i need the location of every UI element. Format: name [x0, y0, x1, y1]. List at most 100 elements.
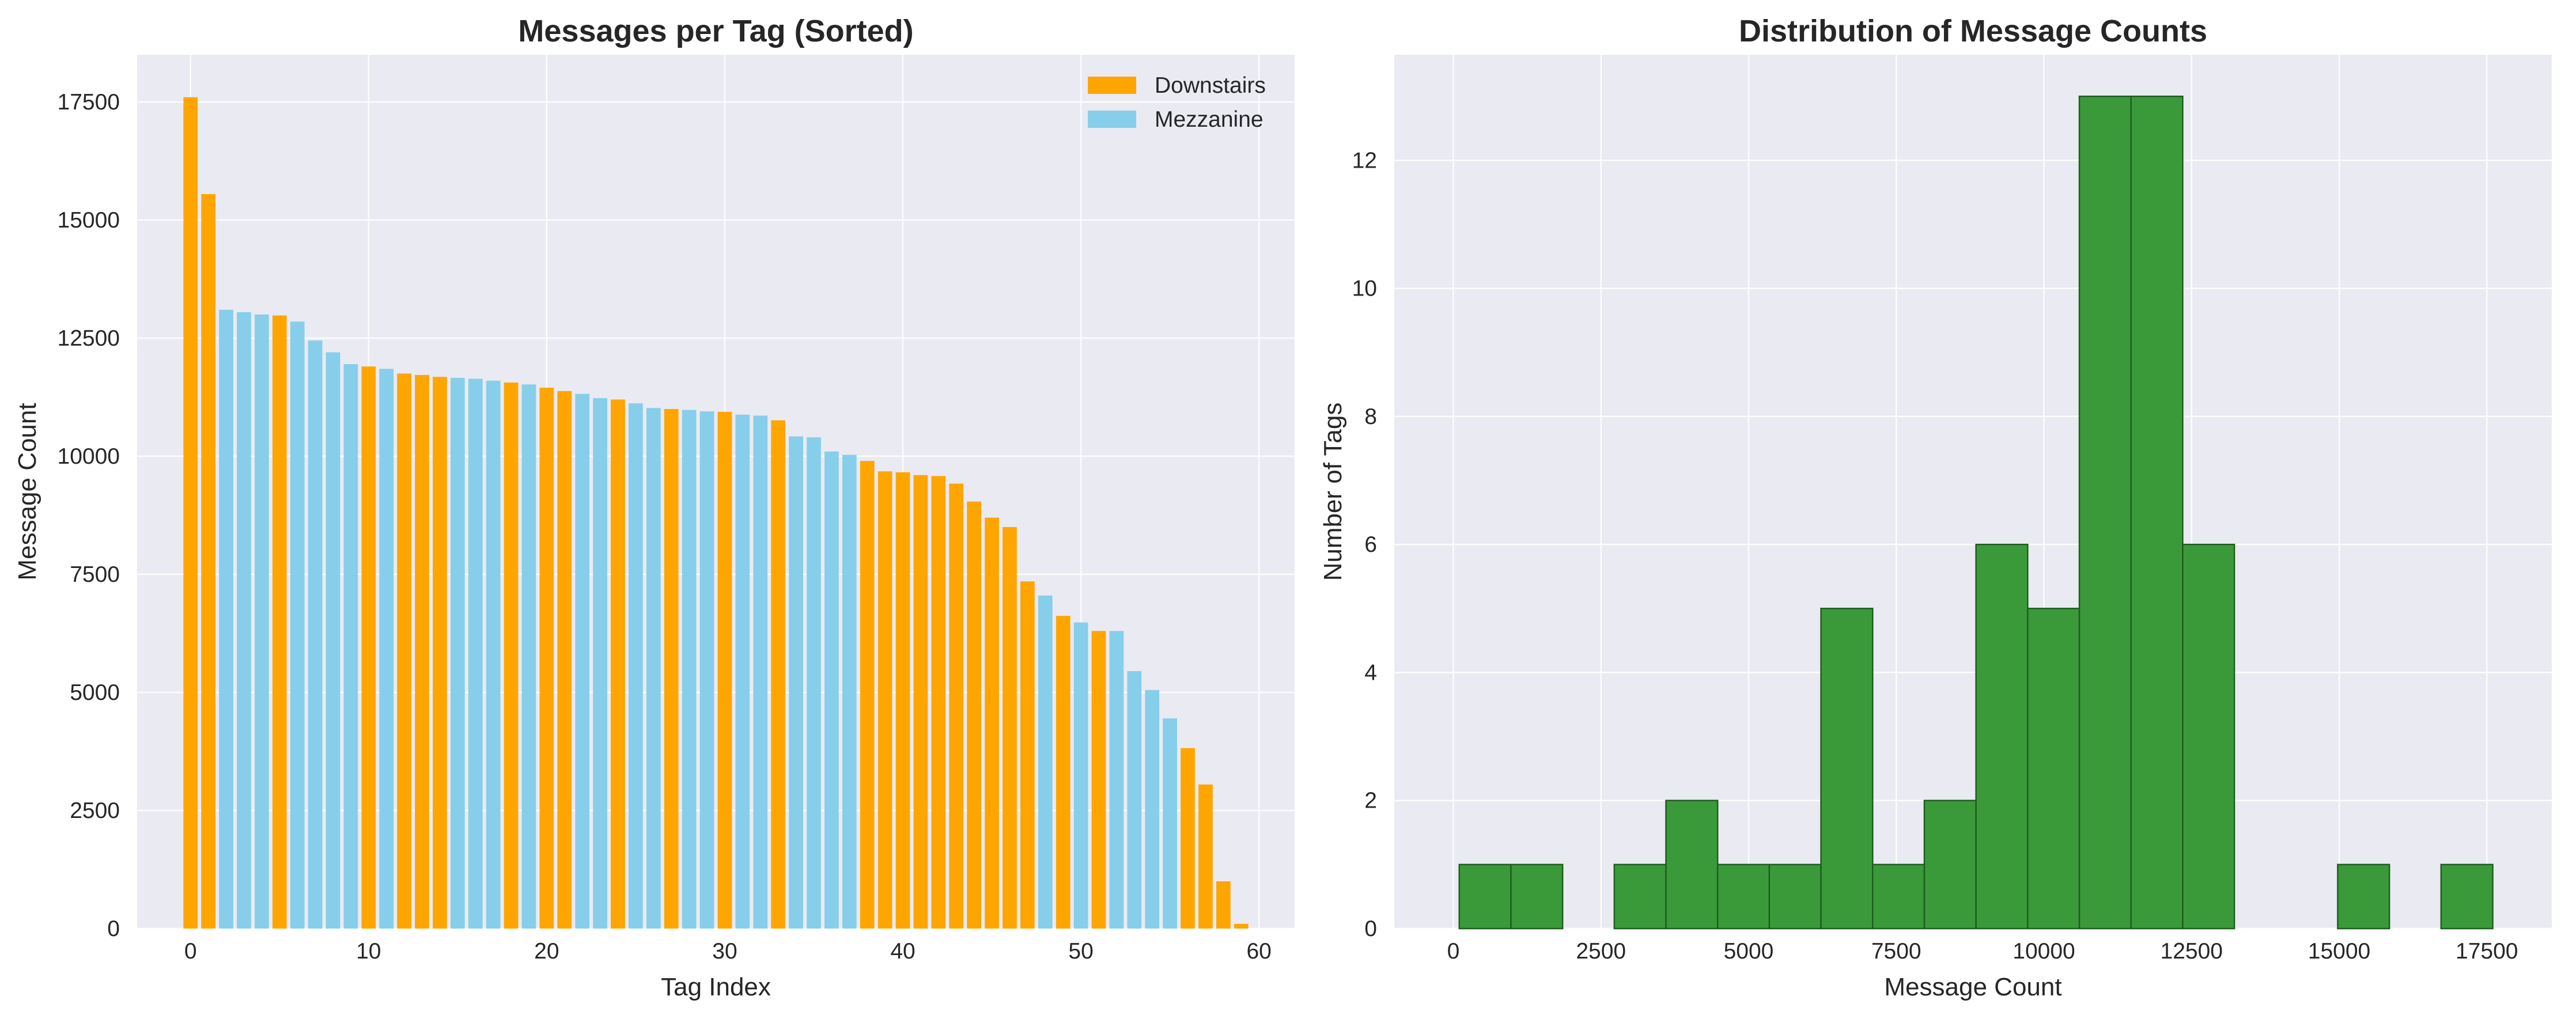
bar-23-mezzanine [593, 398, 607, 929]
bar-59-downstairs [1234, 923, 1249, 929]
bar-8-mezzanine [326, 352, 341, 929]
bar-43-downstairs [949, 483, 964, 929]
bar-12-downstairs [397, 373, 411, 929]
bar-15-mezzanine [450, 377, 465, 929]
bar-9-mezzanine [343, 364, 358, 929]
bar-31-mezzanine [735, 414, 750, 929]
bar-chart-x-tick-label: 0 [184, 939, 197, 964]
bar-58-downstairs [1216, 881, 1231, 929]
bar-57-downstairs [1198, 784, 1213, 929]
histogram-y-axis-label: Number of Tags [1319, 403, 1347, 581]
histogram-bin-8 [1872, 863, 1926, 930]
bar-47-downstairs [1020, 581, 1035, 929]
histogram-bin-6 [1768, 863, 1822, 930]
bar-chart-y-ticks: 0 2500 5000 7500 10000 12500 15000 17500 [58, 90, 120, 941]
bar-32-mezzanine [753, 415, 768, 929]
histogram-x-tick-label: 2500 [1576, 939, 1626, 964]
histogram-bin-4 [1665, 800, 1719, 930]
bar-56-downstairs [1181, 748, 1195, 929]
bar-39-downstairs [877, 471, 892, 929]
bar-chart-panel: 0 10 20 30 40 50 60 0 2500 5000 7500 10000 12500 150… [13, 14, 1295, 1001]
bar-53-mezzanine [1127, 671, 1142, 929]
legend-label-mezzanine: Mezzanine [1155, 107, 1264, 132]
bar-48-mezzanine [1038, 595, 1053, 929]
histogram-bin-11 [2027, 608, 2081, 930]
bar-chart-y-tick-label: 12500 [58, 326, 120, 351]
histogram-bin-19 [2440, 863, 2494, 930]
bar-chart-y-tick-label: 5000 [70, 680, 120, 705]
bar-chart-bars [183, 97, 1249, 929]
bar-chart-x-tick-label: 20 [534, 939, 559, 964]
bar-chart-x-tick-label: 40 [890, 939, 915, 964]
bar-3-mezzanine [237, 312, 251, 929]
bar-chart-y-tick-label: 2500 [70, 798, 120, 823]
histogram-gridlines [1394, 55, 2552, 930]
bar-chart-y-tick-label: 17500 [58, 90, 120, 115]
histogram-bin-1 [1510, 863, 1564, 930]
bar-45-downstairs [985, 517, 999, 929]
histogram-axes-background [1394, 55, 2552, 929]
histogram-y-tick-label: 8 [1364, 404, 1377, 429]
legend-swatch-downstairs [1088, 77, 1136, 94]
bar-49-downstairs [1056, 616, 1071, 929]
bar-11-mezzanine [379, 369, 394, 929]
bar-2-mezzanine [219, 309, 233, 929]
bar-chart-y-tick-label: 7500 [70, 562, 120, 587]
bar-chart-y-axis-label: Message Count [13, 403, 41, 580]
histogram-bin-7 [1820, 608, 1874, 930]
bar-6-mezzanine [290, 321, 305, 929]
bar-13-downstairs [415, 374, 429, 929]
bar-19-mezzanine [521, 384, 536, 929]
bar-chart-y-tick-label: 10000 [58, 444, 120, 469]
histogram-x-tick-label: 7500 [1871, 939, 1921, 964]
bar-36-mezzanine [824, 451, 839, 929]
histogram-bin-5 [1716, 863, 1771, 930]
histogram-y-tick-label: 10 [1352, 276, 1377, 301]
bar-0-downstairs [183, 97, 198, 929]
histogram-x-axis-label: Message Count [1884, 973, 2061, 1001]
histogram-bin-14 [2182, 543, 2235, 930]
bar-54-mezzanine [1145, 690, 1160, 929]
bar-4-mezzanine [254, 315, 269, 929]
legend-label-downstairs: Downstairs [1155, 73, 1266, 98]
bar-46-downstairs [1003, 527, 1017, 929]
bar-52-mezzanine [1109, 631, 1124, 929]
bar-18-downstairs [504, 382, 519, 929]
bar-42-downstairs [931, 476, 946, 929]
histogram-x-tick-label: 17500 [2456, 939, 2518, 964]
bar-30-downstairs [717, 411, 732, 929]
bar-27-downstairs [664, 409, 679, 929]
bar-38-downstairs [860, 461, 875, 929]
histogram-y-tick-label: 12 [1352, 148, 1377, 173]
bar-33-downstairs [771, 420, 786, 929]
bar-chart-y-tick-label: 15000 [58, 208, 120, 233]
histogram-bin-13 [2130, 95, 2184, 930]
bar-5-downstairs [272, 315, 287, 929]
bar-44-downstairs [967, 501, 982, 929]
histogram-bars [1458, 95, 2494, 930]
bar-26-mezzanine [646, 408, 661, 929]
bar-7-mezzanine [308, 340, 323, 929]
bar-40-downstairs [895, 472, 910, 929]
bar-chart-legend: Downstairs Mezzanine [1088, 73, 1266, 132]
bar-51-downstairs [1091, 631, 1106, 929]
histogram-y-tick-label: 0 [1364, 916, 1377, 941]
bar-50-mezzanine [1073, 622, 1088, 929]
bar-14-downstairs [433, 377, 447, 929]
histogram-title: Distribution of Message Counts [1739, 14, 2207, 48]
bar-22-mezzanine [575, 393, 590, 929]
bar-chart-title: Messages per Tag (Sorted) [518, 14, 913, 48]
histogram-y-ticks: 0 2 4 6 8 10 12 [1352, 148, 1377, 941]
histogram-x-tick-label: 15000 [2308, 939, 2370, 964]
histogram-panel: 0 2500 5000 7500 10000 12500 15000 17500 0 2 4 6 8 1… [1319, 14, 2552, 1001]
bar-chart-x-tick-label: 50 [1068, 939, 1093, 964]
bar-55-mezzanine [1163, 718, 1178, 929]
bar-chart-y-tick-label: 0 [107, 916, 120, 941]
histogram-x-ticks: 0 2500 5000 7500 10000 12500 15000 17500 [1447, 939, 2518, 964]
histogram-bin-9 [1923, 800, 1977, 930]
bar-29-mezzanine [699, 411, 714, 929]
legend-swatch-mezzanine [1088, 111, 1136, 128]
bar-16-mezzanine [468, 378, 483, 929]
bar-chart-x-tick-label: 10 [356, 939, 381, 964]
